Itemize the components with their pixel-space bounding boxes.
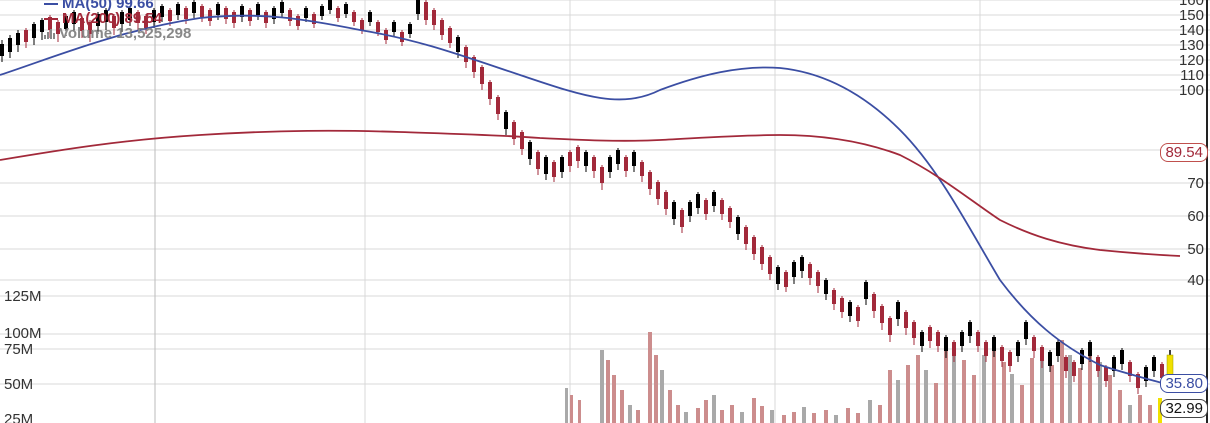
price-tick-60: 60	[1187, 208, 1204, 225]
ma200-swatch	[44, 18, 58, 20]
horizontal-gridlines-volume	[0, 296, 1210, 384]
price-tick-40: 40	[1187, 272, 1204, 289]
ma50-line	[0, 16, 1180, 388]
chart-svg	[0, 0, 1210, 423]
ma50-swatch	[44, 3, 58, 5]
price-tick-50: 50	[1187, 241, 1204, 258]
chart-legend: MA(50) 99.66 MA(200) 89.54 Volume 13,525…	[44, 0, 191, 41]
price-highlight-blue: 35.80	[1160, 374, 1208, 393]
volume-tick-50m: 50M	[4, 376, 33, 393]
volume-tick-75m: 75M	[4, 341, 33, 358]
legend-ma200: MA(200) 89.54	[44, 11, 191, 26]
price-tick-70: 70	[1187, 175, 1204, 192]
volume-tick-100m: 100M	[4, 325, 42, 342]
price-tick-100: 100	[1179, 82, 1204, 99]
price-highlight-red: 89.54	[1160, 143, 1208, 162]
price-highlight-black: 32.99	[1160, 399, 1208, 418]
volume-legend-text: Volume 13,525,298	[59, 26, 191, 41]
legend-volume: Volume 13,525,298	[44, 26, 191, 41]
volume-icon	[44, 29, 55, 39]
vertical-gridlines	[155, 0, 980, 423]
candlesticks	[0, 0, 1173, 394]
stock-chart: MA(50) 99.66 MA(200) 89.54 Volume 13,525…	[0, 0, 1210, 423]
ma200-legend-text: MA(200) 89.54	[62, 11, 162, 26]
volume-bars	[565, 332, 1162, 423]
volume-tick-25m: 25M	[4, 411, 33, 423]
volume-tick-125m: 125M	[4, 288, 42, 305]
